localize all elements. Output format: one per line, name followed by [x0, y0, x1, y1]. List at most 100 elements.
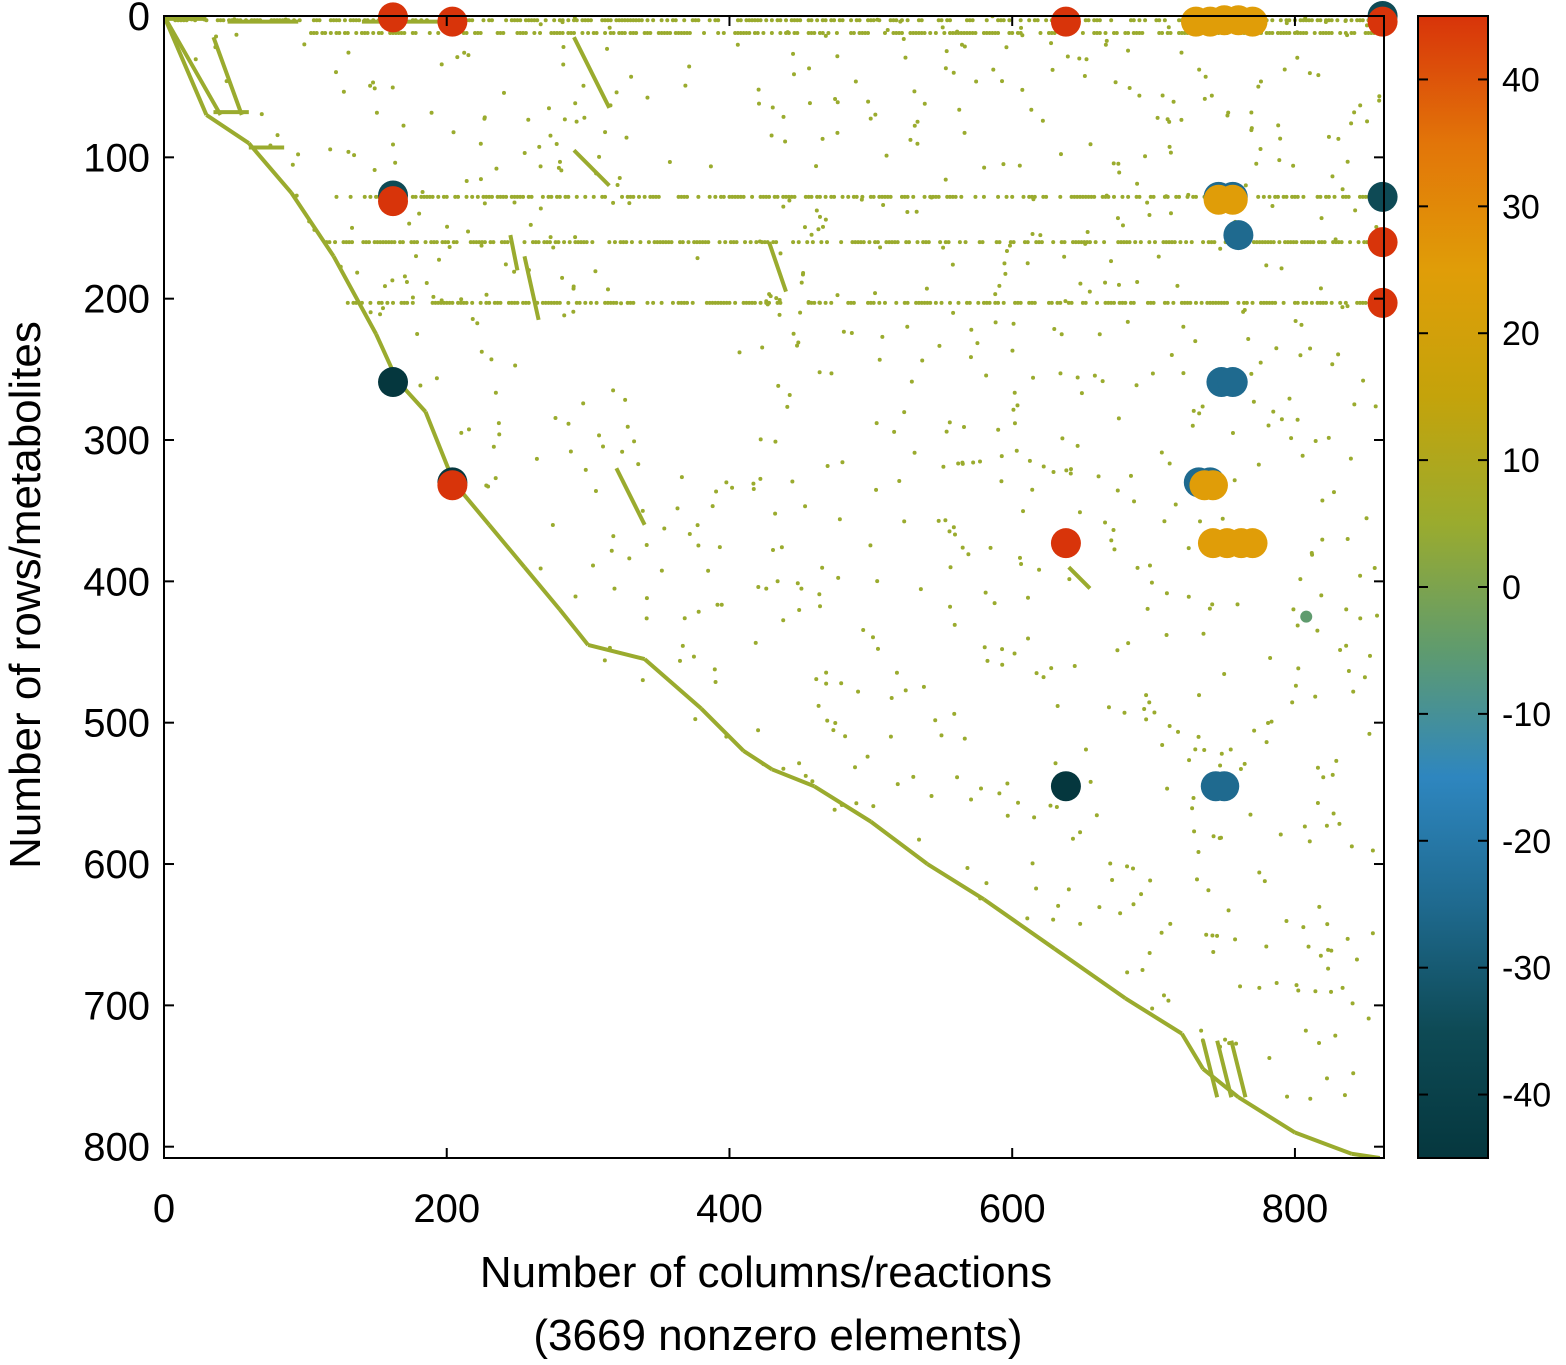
nonzero-point: [941, 464, 946, 469]
nonzero-point: [484, 483, 489, 488]
nonzero-point: [914, 209, 919, 214]
nonzero-point: [1357, 18, 1362, 23]
nonzero-segment: [522, 255, 541, 321]
nonzero-point: [783, 139, 788, 144]
nonzero-point: [713, 194, 718, 199]
nonzero-point: [477, 240, 482, 245]
nonzero-point: [1321, 775, 1326, 780]
nonzero-point: [1078, 921, 1083, 926]
nonzero-point: [814, 164, 819, 169]
nonzero-point: [851, 30, 856, 35]
nonzero-point: [777, 312, 782, 317]
nonzero-point: [737, 350, 742, 355]
nonzero-point: [981, 30, 986, 35]
nonzero-point: [427, 194, 432, 199]
nonzero-point: [320, 30, 325, 35]
nonzero-point: [1052, 327, 1057, 332]
nonzero-point: [857, 30, 862, 35]
nonzero-point: [1285, 1094, 1290, 1099]
nonzero-point: [573, 594, 578, 599]
nonzero-point: [1075, 375, 1080, 380]
nonzero-point: [296, 152, 301, 157]
nonzero-point: [719, 602, 724, 607]
nonzero-point: [1213, 300, 1218, 305]
nonzero-point: [747, 18, 752, 23]
nonzero-point: [470, 317, 475, 322]
nonzero-point: [374, 194, 379, 199]
nonzero-point: [362, 30, 367, 35]
nonzero-point: [1083, 300, 1088, 305]
nonzero-point: [607, 645, 612, 650]
large-value-point: [1300, 610, 1313, 623]
nonzero-point: [272, 18, 277, 23]
nonzero-point: [721, 300, 726, 305]
nonzero-point: [603, 194, 608, 199]
nonzero-point: [549, 300, 554, 305]
nonzero-point: [707, 300, 712, 305]
nonzero-point: [475, 321, 480, 326]
nonzero-point: [1301, 925, 1306, 930]
nonzero-point: [608, 103, 613, 108]
nonzero-point: [1326, 134, 1331, 139]
nonzero-segment: [1215, 1040, 1234, 1098]
nonzero-point: [1079, 391, 1084, 396]
nonzero-point: [1306, 944, 1311, 949]
nonzero-point: [721, 30, 726, 35]
nonzero-point: [1087, 289, 1092, 294]
nonzero-point: [1025, 916, 1030, 921]
nonzero-point: [1188, 300, 1193, 305]
nonzero-point: [881, 202, 886, 207]
nonzero-point: [776, 383, 781, 388]
nonzero-point: [1097, 30, 1102, 35]
nonzero-point: [1007, 18, 1012, 23]
nonzero-point: [603, 18, 608, 23]
nonzero-point: [352, 153, 357, 158]
nonzero-point: [799, 280, 804, 285]
nonzero-point: [1062, 240, 1067, 245]
nonzero-point: [1345, 304, 1350, 309]
nonzero-point: [399, 300, 404, 305]
nonzero-point: [1235, 602, 1240, 607]
nonzero-point: [907, 240, 912, 245]
nonzero-point: [202, 17, 207, 22]
nonzero-point: [1319, 240, 1324, 245]
nonzero-point: [436, 194, 441, 199]
nonzero-point: [1200, 404, 1205, 409]
nonzero-point: [943, 240, 948, 245]
nonzero-point: [1266, 721, 1271, 726]
nonzero-point: [730, 194, 735, 199]
nonzero-point: [576, 240, 581, 245]
nonzero-point: [574, 18, 579, 23]
nonzero-point: [817, 194, 822, 199]
nonzero-point: [393, 160, 398, 165]
nonzero-point: [928, 300, 933, 305]
nonzero-point: [1222, 672, 1227, 677]
nonzero-point: [1343, 300, 1348, 305]
nonzero-point: [1325, 922, 1330, 927]
nonzero-point: [645, 30, 650, 35]
nonzero-point: [696, 194, 701, 199]
nonzero-point: [971, 460, 976, 465]
large-value-marks: [378, 1, 1398, 802]
nonzero-point: [1291, 163, 1296, 168]
nonzero-point: [557, 159, 562, 164]
nonzero-point: [770, 105, 775, 110]
nonzero-point: [1315, 18, 1320, 23]
nonzero-point: [1282, 67, 1287, 72]
nonzero-point: [419, 194, 424, 199]
nonzero-point: [1014, 448, 1019, 453]
nonzero-point: [892, 240, 897, 245]
nonzero-point: [997, 283, 1002, 288]
nonzero-point: [662, 526, 667, 531]
nonzero-point: [1299, 322, 1304, 327]
nonzero-point: [962, 30, 967, 35]
nonzero-point: [1329, 948, 1334, 953]
nonzero-point: [1256, 194, 1261, 199]
colorbar-tick-label: 0: [1502, 569, 1521, 607]
nonzero-point: [526, 194, 531, 199]
nonzero-point: [792, 30, 797, 35]
nonzero-point: [612, 240, 617, 245]
nonzero-point: [1004, 45, 1009, 50]
nonzero-point: [605, 18, 610, 23]
nonzero-point: [1030, 861, 1035, 866]
